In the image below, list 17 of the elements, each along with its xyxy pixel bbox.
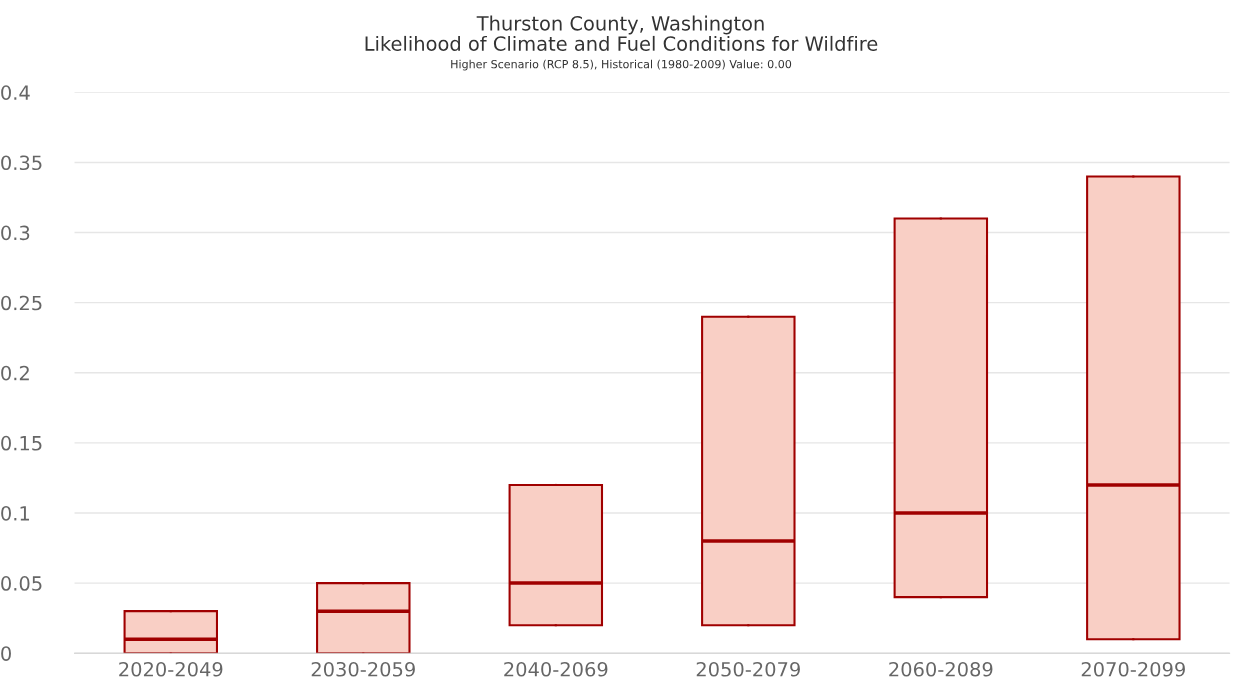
y-tick-label: 0.25: [1, 295, 42, 311]
x-tick-label: 2050-2079: [696, 661, 800, 677]
y-tick-label: 0.3: [1, 225, 30, 241]
y-tick-label: 0.05: [1, 576, 42, 591]
y-tick-label: 0: [1, 646, 11, 661]
x-tick-label: 2070-2099: [1081, 661, 1185, 677]
y-tick-label: 0.1: [1, 505, 30, 521]
y-tick-label: 0.2: [1, 365, 29, 381]
y-tick-label: 0.15: [1, 435, 42, 451]
x-tick-label: 2060-2089: [889, 661, 993, 677]
x-tick-label: 2020-2049: [119, 661, 223, 677]
x-tick-label: 2040-2069: [504, 661, 608, 677]
chart-title: Thurston County, Washington Likelihood of Climate and Fuel Conditions for Wildfire: [365, 15, 878, 51]
chart-subtitle: Higher Scenario (RCP 8.5), Historical (1980-2009) Value: 0.00: [451, 59, 792, 71]
x-tick-label: 2030-2059: [311, 661, 415, 677]
y-tick-label: 0.4: [1, 85, 30, 100]
y-tick-label: 0.35: [1, 155, 42, 171]
